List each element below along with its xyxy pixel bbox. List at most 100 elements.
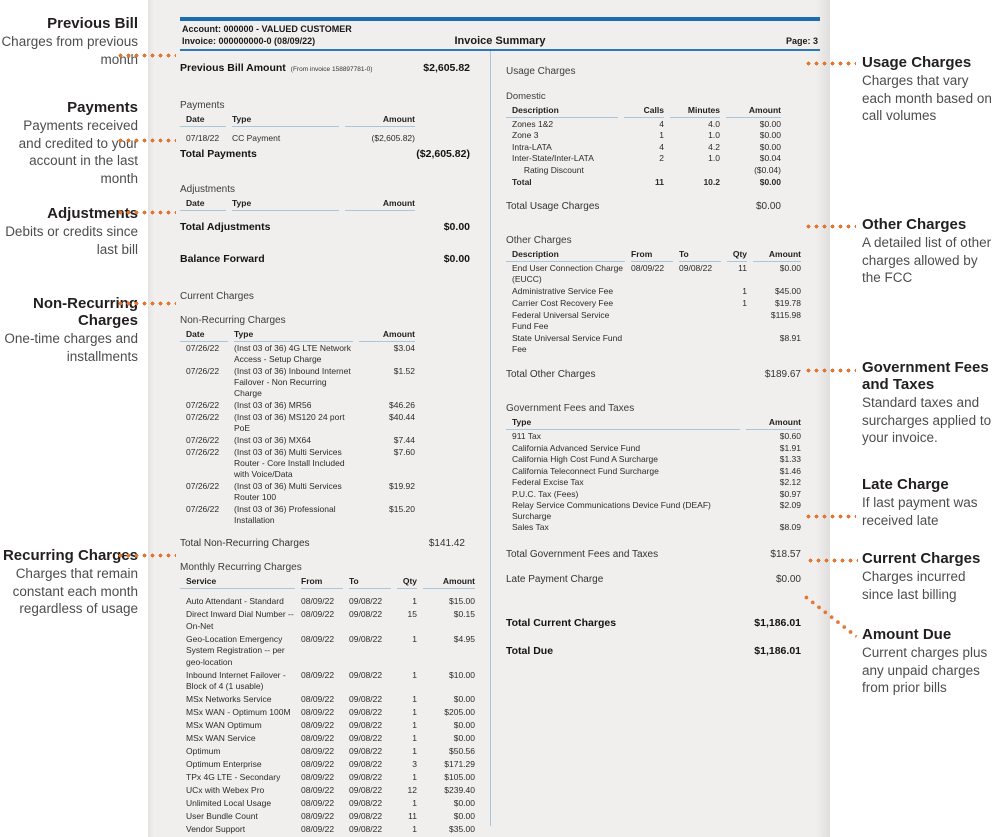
adjustments-section-title: Adjustments <box>180 184 236 195</box>
table-row: Unlimited Local Usage 08/09/22 09/08/22 … <box>186 798 475 808</box>
annotation-title: Non-Recurring Charges <box>33 295 138 329</box>
table-row: California High Cost Fund A Surcharge $1… <box>512 454 801 464</box>
table-row: 911 Tax $0.60 <box>512 431 801 441</box>
table-row: California Teleconnect Fund Surcharge $1… <box>512 465 801 476</box>
annotation-non-recurring: Non-Recurring Charges One-time charges a… <box>0 295 138 365</box>
invoice-document: Account: 000000 - VALUED CUSTOMER Invoic… <box>148 0 830 837</box>
table-row: 07/26/22 (Inst 03 of 36) Professional In… <box>186 504 415 525</box>
dotted-connector-usage-charges <box>806 61 856 66</box>
col-header-amount: Amount <box>423 576 475 589</box>
table-row: 07/26/22 (Inst 03 of 36) MX64 $7.44 <box>186 435 415 445</box>
table-row: 07/18/22 CC Payment ($2,605.82) <box>186 133 415 143</box>
document-body: Previous Bill Amount (From invoice 15889… <box>180 51 820 834</box>
table-row: Relay Service Communications Device Fund… <box>512 500 801 521</box>
table-row: MSx Networks Service 08/09/22 09/08/22 1… <box>186 694 475 704</box>
payments-table: Date Type Amount 07/18/22 CC Payment ($2… <box>180 114 415 144</box>
recurring-table-body: Auto Attendant - Standard 08/09/22 09/08… <box>180 596 475 837</box>
annotation-body: Charges incurred since last billing <box>862 569 966 602</box>
payments-table-header: Date Type Amount <box>180 114 415 127</box>
col-header-date: Date <box>180 329 228 342</box>
col-header-qty: Qty <box>397 576 417 589</box>
other-charges-table-body: End User Connection Charge (EUCC) 08/09/… <box>506 263 801 355</box>
usage-table: Description Calls Minutes Amount Zones 1… <box>506 105 781 188</box>
other-charges-table: Description From To Qty Amount End User … <box>506 249 801 355</box>
annotation-body: Debits or credits since last bill <box>5 224 138 257</box>
annotation-title: Adjustments <box>47 205 138 222</box>
col-header-amount: Amount <box>726 105 781 118</box>
total-usage-amount: $0.00 <box>755 201 781 212</box>
table-row: MSx WAN Service 08/09/22 09/08/22 1 $0.0… <box>186 733 475 743</box>
dotted-connector-other-charges <box>806 224 856 229</box>
table-row: Rating Discount ($0.04) <box>512 164 781 175</box>
annotation-current-charges: Current Charges Charges incurred since l… <box>862 550 998 603</box>
annotation-body: A detailed list of other charges allowed… <box>862 235 992 285</box>
dotted-connector-current-charges <box>808 558 858 563</box>
col-header-description: Description <box>506 249 625 262</box>
total-other-label: Total Other Charges <box>506 369 596 380</box>
annotation-title: Amount Due <box>862 626 952 643</box>
table-row: Zones 1&2 4 4.0 $0.00 <box>512 118 781 129</box>
annotation-body: If last payment was received late <box>862 495 978 528</box>
annotation-recurring: Recurring Charges Charges that remain co… <box>0 547 138 618</box>
col-header-amount: Amount <box>746 417 801 430</box>
payments-table-body: 07/18/22 CC Payment ($2,605.82) <box>180 133 415 144</box>
table-row: 07/26/22 (Inst 03 of 36) MR56 $46.26 <box>186 400 415 410</box>
annotation-body: Payments received and credited to your a… <box>18 118 138 186</box>
table-row: UCx with Webex Pro 08/09/22 09/08/22 12 … <box>186 785 475 795</box>
annotation-title: Late Charge <box>862 476 949 493</box>
annotation-body: Charges that remain constant each month … <box>12 566 138 616</box>
table-row: MSx WAN - Optimum 100M 08/09/22 09/08/22… <box>186 707 475 717</box>
balance-forward-amount: $0.00 <box>443 253 470 265</box>
invoice-left-column: Previous Bill Amount (From invoice 15889… <box>180 51 490 834</box>
dotted-connector-previous-bill <box>118 53 176 58</box>
previous-bill-label: Previous Bill Amount <box>180 62 286 74</box>
table-row: TPx 4G LTE - Secondary 08/09/22 09/08/22… <box>186 772 475 782</box>
annotation-body: One-time charges and installments <box>4 331 138 364</box>
annotation-title: Payments <box>67 99 138 116</box>
late-payment-row: Late Payment Charge $0.00 <box>506 574 801 585</box>
annotation-previous-bill: Previous Bill Charges from previous mont… <box>0 15 138 68</box>
recurring-table: Service From To Qty Amount Auto Attendan… <box>180 576 475 837</box>
recurring-section-title: Monthly Recurring Charges <box>180 562 302 573</box>
dotted-connector-late-charge <box>806 514 856 519</box>
col-header-amount: Amount <box>753 249 801 262</box>
page-number: Page: 3 <box>785 36 818 46</box>
dotted-connector-non-recurring <box>118 301 176 306</box>
table-row: Inter-State/Inter-LATA 2 1.0 $0.04 <box>512 153 781 163</box>
total-government-amount: $18.57 <box>770 548 801 560</box>
account-line: Account: 000000 - VALUED CUSTOMER <box>182 24 352 34</box>
total-usage-label: Total Usage Charges <box>506 201 600 212</box>
annotation-adjustments: Adjustments Debits or credits since last… <box>0 205 138 258</box>
annotation-usage-charges: Usage Charges Charges that vary each mon… <box>862 54 998 125</box>
dotted-connector-adjustments <box>118 210 176 215</box>
annotation-title: Usage Charges <box>862 54 972 71</box>
government-table: Type Amount 911 Tax $0.60 California Adv… <box>506 417 801 533</box>
government-table-body: 911 Tax $0.60 California Advanced Servic… <box>506 431 801 533</box>
annotation-title: Current Charges <box>862 550 981 567</box>
total-current-charges-amount: $1,186.01 <box>754 616 801 629</box>
table-row: Federal Excise Tax $2.12 <box>512 477 801 487</box>
table-row: Inbound Internet Failover - Block of 4 (… <box>186 669 475 692</box>
adjustments-table: Date Type Amount <box>180 198 415 211</box>
col-header-date: Date <box>180 198 226 211</box>
col-header-amount: Amount <box>345 114 415 127</box>
annotation-title: Other Charges <box>862 216 967 233</box>
invoice-right-column: Usage Charges Domestic Description Calls… <box>490 51 820 826</box>
document-header: Account: 000000 - VALUED CUSTOMER Invoic… <box>180 21 820 51</box>
invoice-number-line: Invoice: 000000000-0 (08/09/22) <box>182 36 316 46</box>
total-adjustments-amount: $0.00 <box>443 221 470 233</box>
col-header-to: To <box>349 576 391 589</box>
col-header-calls: Calls <box>624 105 664 118</box>
annotation-amount-due: Amount Due Current charges plus any unpa… <box>862 626 998 697</box>
usage-table-header: Description Calls Minutes Amount <box>506 105 781 118</box>
col-header-minutes: Minutes <box>670 105 720 118</box>
annotation-title: Recurring Charges <box>2 547 138 564</box>
non-recurring-table-header: Date Type Amount <box>180 329 415 342</box>
total-usage-row: Total Usage Charges $0.00 <box>506 201 781 212</box>
table-row: Geo-Location Emergency System Registrati… <box>186 633 475 667</box>
total-non-recurring-amount: $141.42 <box>428 538 465 549</box>
table-row: California Advanced Service Fund $1.91 <box>512 442 801 453</box>
annotation-late-charge: Late Charge If last payment was received… <box>862 476 998 529</box>
government-section-title: Government Fees and Taxes <box>506 403 635 414</box>
total-government-label: Total Government Fees and Taxes <box>506 548 659 560</box>
